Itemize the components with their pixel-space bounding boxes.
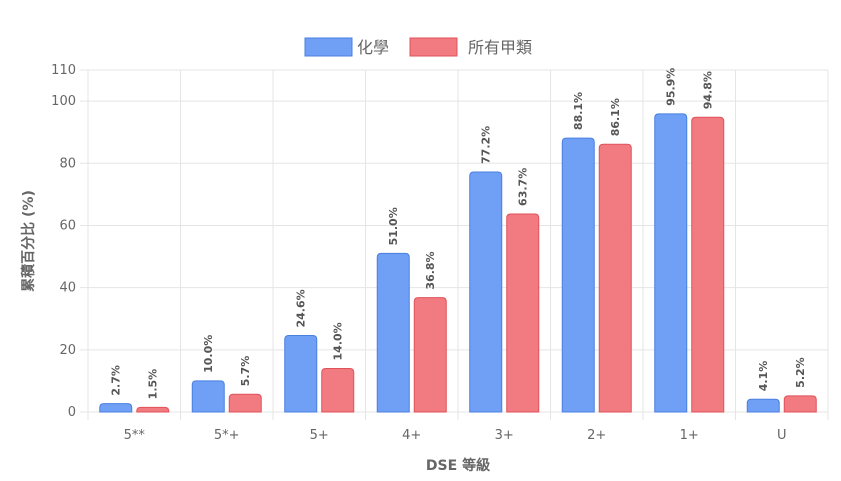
data-label: 63.7% xyxy=(517,168,530,206)
bar-series-1-5*+[interactable] xyxy=(191,380,225,413)
data-label: 24.6% xyxy=(295,289,308,327)
y-tick-label: 20 xyxy=(59,343,76,358)
data-label: 77.2% xyxy=(480,126,493,164)
data-label: 4.1% xyxy=(757,361,770,392)
y-tick-label: 60 xyxy=(59,218,76,233)
x-tick-label: 2+ xyxy=(587,428,606,443)
bar-series-1-5+[interactable] xyxy=(284,335,318,413)
legend-label: 化學 xyxy=(357,38,389,57)
x-tick-label: 4+ xyxy=(402,428,421,443)
x-tick-label: 5+ xyxy=(310,428,329,443)
data-label: 51.0% xyxy=(387,207,400,245)
bar-series-1-1+[interactable] xyxy=(654,113,688,413)
y-tick-label: 40 xyxy=(59,281,76,296)
bar-series-1-2+[interactable] xyxy=(561,137,595,413)
legend-label: 所有甲類 xyxy=(468,38,532,57)
data-label: 36.8% xyxy=(424,251,437,289)
data-label: 14.0% xyxy=(332,322,345,360)
x-tick-label: 5** xyxy=(124,428,146,443)
legend: 化學 所有甲類 xyxy=(304,37,532,57)
data-label: 5.2% xyxy=(794,357,807,388)
data-label: 1.5% xyxy=(147,369,160,400)
data-labels: 2.7% 10.0% 24.6% 51.0% 77.2% 88.1% 95.9% 4.1% 1.… xyxy=(110,68,808,400)
data-label: 88.1% xyxy=(572,92,585,130)
legend-item[interactable]: 化學 xyxy=(304,37,389,57)
grid xyxy=(80,69,829,420)
bar-series-1-U[interactable] xyxy=(746,398,780,413)
bar-series-2-4+[interactable] xyxy=(413,297,447,413)
bar-series-2-U[interactable] xyxy=(783,395,817,413)
legend-swatch xyxy=(409,37,458,57)
data-label: 94.8% xyxy=(702,71,715,109)
x-tick-label: U xyxy=(777,428,787,443)
bar-series-2-2+[interactable] xyxy=(598,143,632,413)
bar-series-2-5**[interactable] xyxy=(136,406,170,413)
y-tick-label: 100 xyxy=(51,94,76,109)
data-label: 95.9% xyxy=(665,68,678,106)
legend-item[interactable]: 所有甲類 xyxy=(409,37,532,57)
y-tick-label: 110 xyxy=(51,63,76,78)
y-tick-label: 80 xyxy=(59,156,76,171)
data-label: 5.7% xyxy=(239,356,252,387)
bar-series-1-3+[interactable] xyxy=(469,171,503,413)
x-tick-label: 5*+ xyxy=(214,428,240,443)
y-axis-ticks: 0 20 40 60 80 100 110 xyxy=(51,63,76,420)
y-tick-label: 0 xyxy=(68,405,76,420)
bars xyxy=(99,113,817,413)
data-label: 10.0% xyxy=(202,335,215,373)
x-axis-ticks: 5** 5*+ 5+ 4+ 3+ 2+ 1+ U xyxy=(124,428,787,443)
data-label: 86.1% xyxy=(609,98,622,136)
data-label: 2.7% xyxy=(110,365,123,396)
bar-series-2-5+[interactable] xyxy=(321,367,355,413)
bar-series-2-1+[interactable] xyxy=(691,116,725,413)
bar-series-1-5**[interactable] xyxy=(99,403,133,413)
legend-swatch xyxy=(304,37,353,57)
bar-series-2-5*+[interactable] xyxy=(228,393,262,413)
x-tick-label: 1+ xyxy=(680,428,699,443)
y-axis-title: 累積百分比 (%) xyxy=(20,190,37,292)
x-tick-label: 3+ xyxy=(495,428,514,443)
bar-series-1-4+[interactable] xyxy=(376,252,410,413)
bar-series-2-3+[interactable] xyxy=(506,213,540,413)
x-axis-title: DSE 等級 xyxy=(426,457,490,474)
